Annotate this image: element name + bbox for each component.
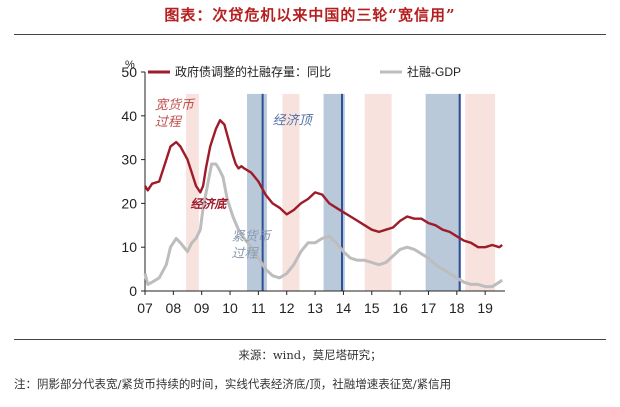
y-tick-label-1: 10: [121, 239, 137, 255]
x-tick-label-4: 11: [251, 300, 266, 316]
legend-label-0: 政府债调整的社融存量：同比: [175, 64, 331, 79]
annotation-2: 紧货币过程: [231, 229, 272, 261]
shaded-period-4: [364, 93, 392, 292]
shaded-period-6: [465, 93, 496, 292]
annotation-0-line-0: 宽货币: [155, 97, 196, 112]
shaded-period-5: [425, 93, 462, 292]
x-tick-label-6: 13: [307, 300, 323, 316]
shaded-period-3: [323, 93, 345, 292]
x-tick-label-7: 14: [336, 300, 352, 316]
annotation-3: 经济顶: [273, 113, 315, 128]
y-tick-label-2: 20: [121, 195, 137, 211]
credit-cycle-chart: % 0 10 20 30 40 50 07 08 09 10 11 12 13 14 15 16 17 18 19…: [121, 59, 505, 316]
legend: 政府债调整的社融存量：同比 社融-GDP: [148, 64, 461, 79]
source-text: 来源：wind，莫尼塔研究；: [238, 348, 382, 362]
y-tick-label-5: 50: [121, 64, 137, 80]
x-tick-label-9: 16: [392, 300, 408, 316]
economic-peak-lines: [261, 93, 461, 291]
x-tick-label-12: 19: [477, 300, 493, 316]
annotation-1: 经济底: [190, 197, 228, 211]
x-tick-label-0: 07: [137, 300, 153, 316]
y-axis-ticks: 0 10 20 30 40 50: [121, 64, 145, 299]
x-tick-label-10: 17: [421, 300, 437, 316]
title-rule: [14, 34, 606, 35]
y-axis-unit: %: [125, 59, 135, 71]
annotation-2-line-0: 紧货币: [231, 229, 272, 244]
annotation-3-line-0: 经济顶: [273, 113, 315, 128]
x-axis-ticks: 07 08 09 10 11 12 13 14 15 16 17 18 19: [137, 291, 493, 316]
y-tick-label-3: 30: [121, 152, 137, 168]
x-tick-label-1: 08: [166, 300, 182, 316]
x-tick-label-3: 10: [222, 300, 238, 316]
annotation-0-line-1: 过程: [155, 114, 183, 129]
shaded-period-0: [186, 93, 199, 292]
page-title: 图表：次贷危机以来中国的三轮“宽信用”: [164, 6, 456, 24]
x-tick-label-5: 12: [279, 300, 295, 316]
y-tick-label-4: 40: [121, 108, 137, 124]
series-line-1: [143, 162, 504, 289]
x-tick-label-8: 15: [364, 300, 380, 316]
axes: %: [125, 59, 505, 292]
x-tick-label-11: 18: [449, 300, 465, 316]
series-line-0: [143, 118, 503, 249]
y-tick-label-0: 0: [129, 283, 137, 299]
legend-label-1: 社融-GDP: [407, 64, 461, 79]
source-rule: [14, 339, 606, 340]
annotation-0: 宽货币过程: [155, 97, 196, 129]
x-tick-label-2: 09: [194, 300, 210, 316]
shaded-periods: [186, 93, 496, 292]
note-text: 注：阴影部分代表宽/紧货币持续的时间，实线代表经济底/顶，社融增速表征宽/紧信用: [14, 377, 452, 391]
shaded-period-2: [282, 93, 300, 292]
series-lines: [143, 118, 504, 289]
annotation-1-line-0: 经济底: [190, 197, 228, 211]
annotation-2-line-1: 过程: [231, 246, 259, 261]
